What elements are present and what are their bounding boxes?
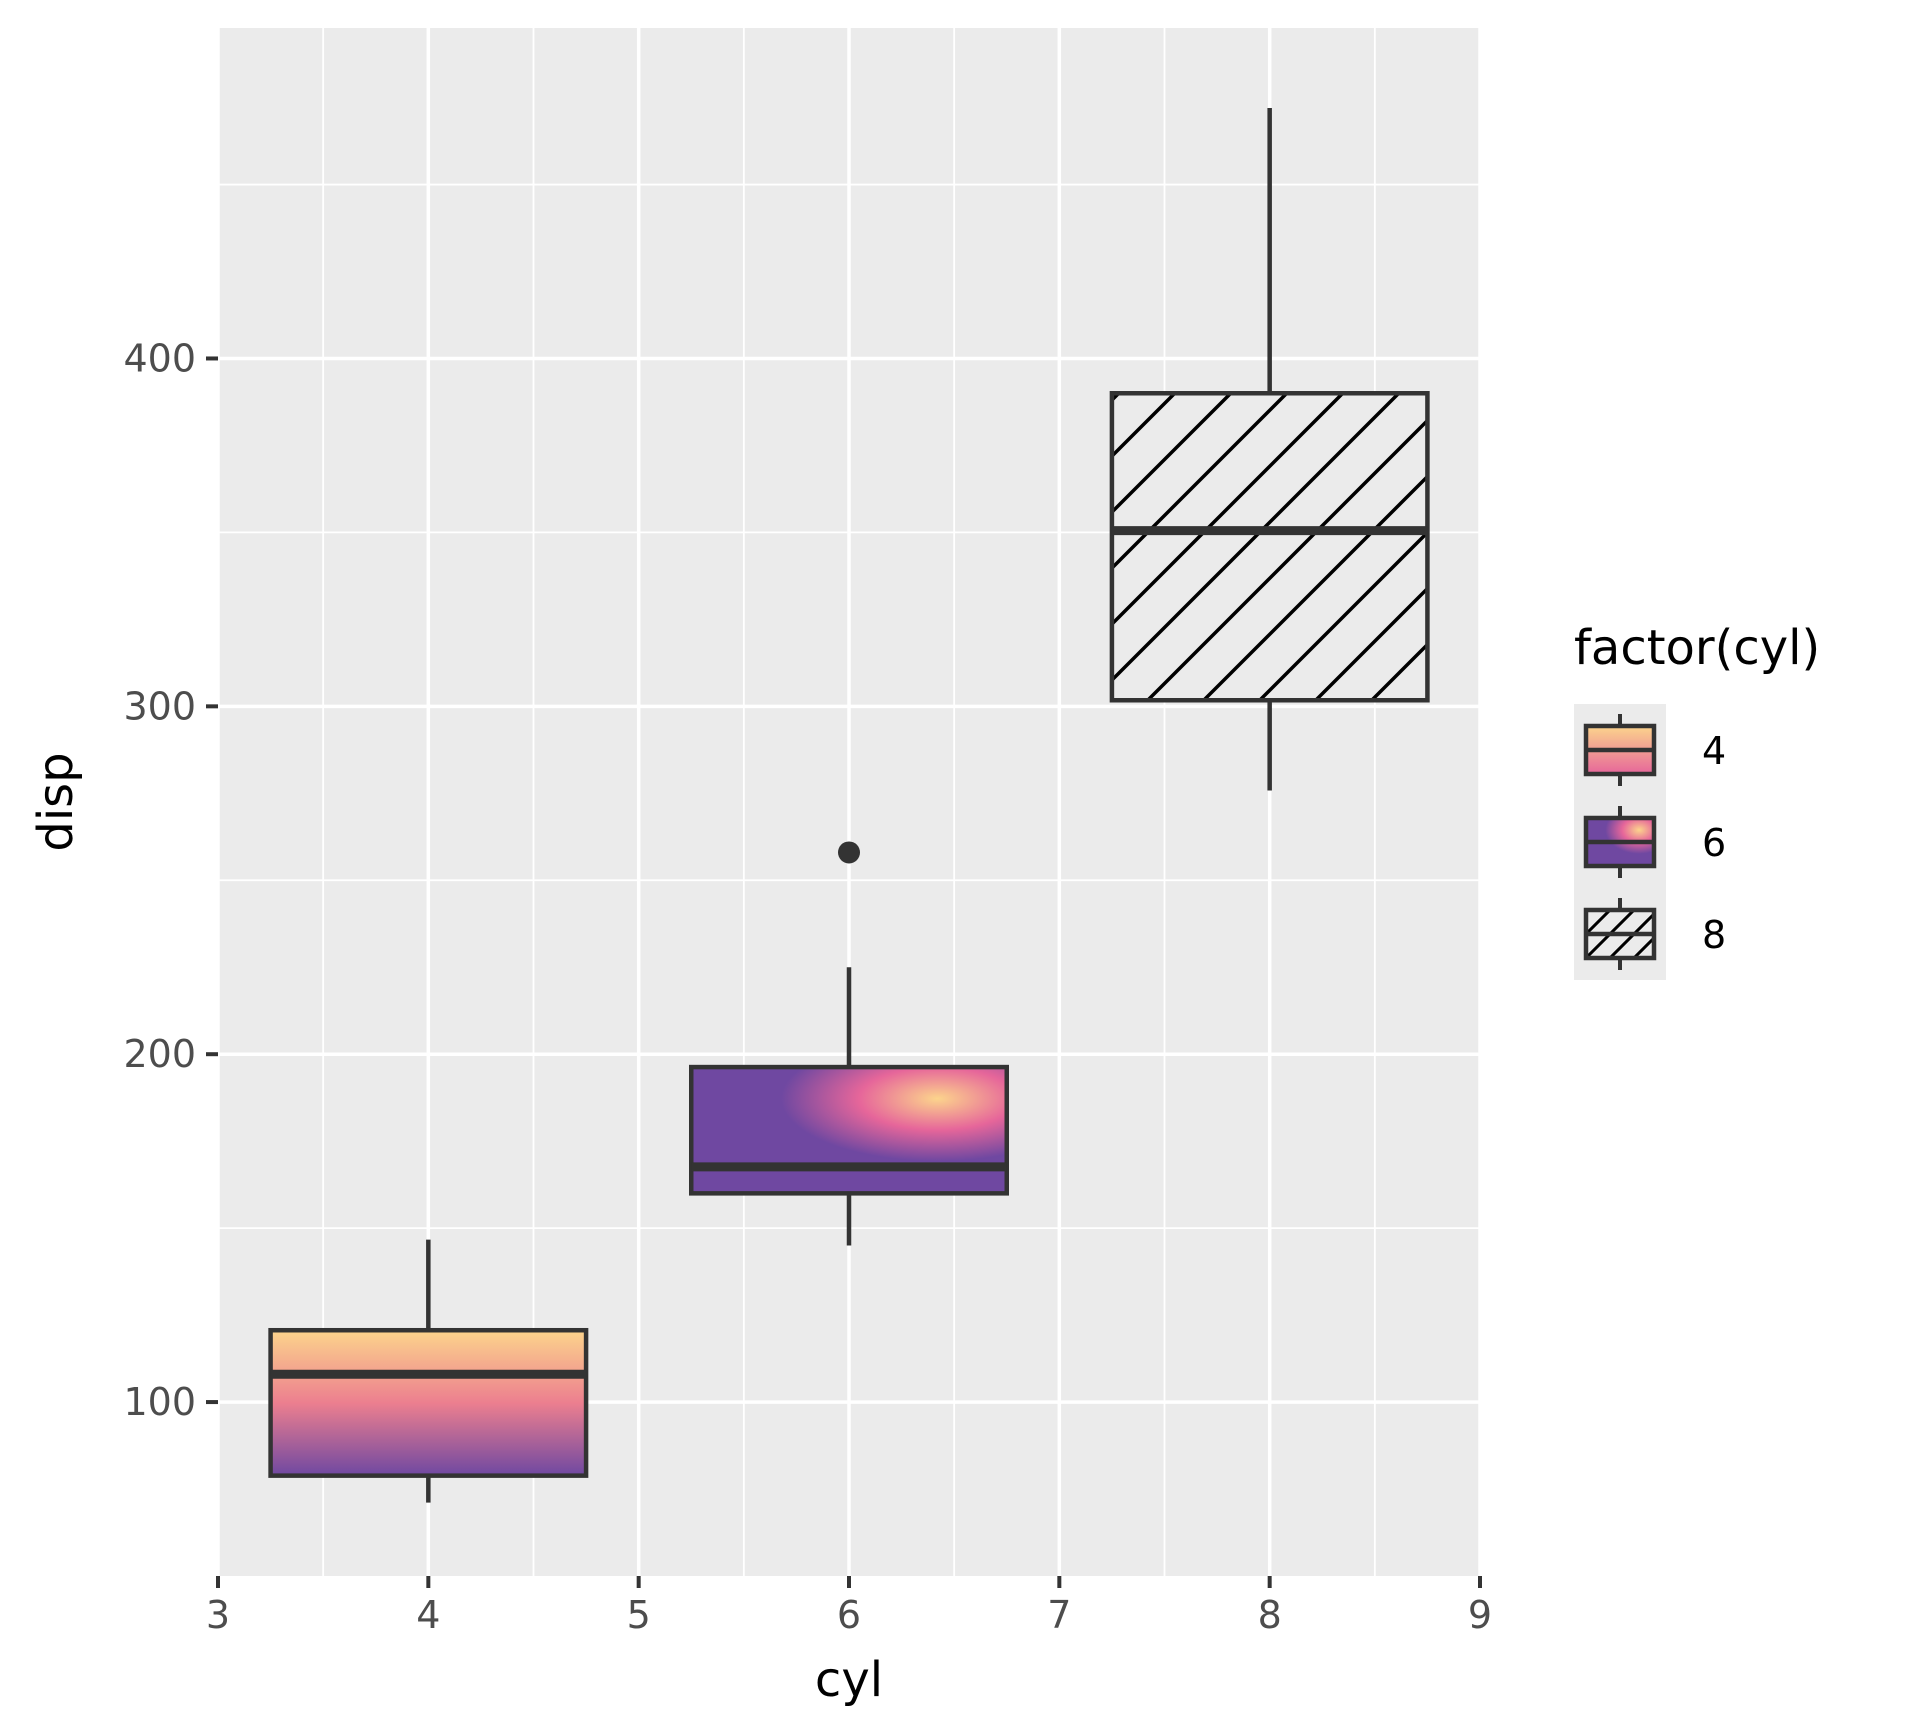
legend: factor(cyl) 4 6 8 xyxy=(1574,620,1820,980)
box-group-4 xyxy=(268,1239,589,1503)
x-tick-label: 9 xyxy=(1468,1593,1492,1637)
legend-title: factor(cyl) xyxy=(1574,620,1820,676)
x-tick-label: 4 xyxy=(416,1593,440,1637)
x-tick-label: 8 xyxy=(1258,1593,1282,1637)
box-group-6 xyxy=(689,841,1009,1246)
legend-label: 6 xyxy=(1702,821,1726,865)
x-axis-title: cyl xyxy=(815,1652,883,1708)
y-tick-label: 100 xyxy=(123,1380,196,1424)
y-tick-label: 400 xyxy=(123,336,196,380)
y-tick-label: 200 xyxy=(123,1032,196,1076)
boxes xyxy=(268,108,1430,1503)
box-body xyxy=(1109,391,1430,703)
legend-label: 8 xyxy=(1702,913,1726,957)
outlier-point xyxy=(838,841,860,864)
y-tick-label: 300 xyxy=(123,684,196,728)
box-group-8 xyxy=(1109,108,1430,791)
x-tick-label: 7 xyxy=(1047,1593,1071,1637)
legend-label: 4 xyxy=(1702,729,1726,773)
axes: 3 4 5 6 7 8 9 100 200 300 400 xyxy=(123,336,1492,1637)
box-body xyxy=(268,1327,589,1478)
legend-item-6: 6 xyxy=(1583,806,1726,878)
x-tick-label: 6 xyxy=(837,1593,861,1637)
y-axis-title: disp xyxy=(28,752,84,851)
box-body xyxy=(689,1064,1009,1196)
legend-item-4: 4 xyxy=(1583,714,1726,786)
x-tick-label: 3 xyxy=(206,1593,230,1637)
legend-item-8: 8 xyxy=(1583,898,1726,970)
x-tick-label: 5 xyxy=(627,1593,651,1637)
